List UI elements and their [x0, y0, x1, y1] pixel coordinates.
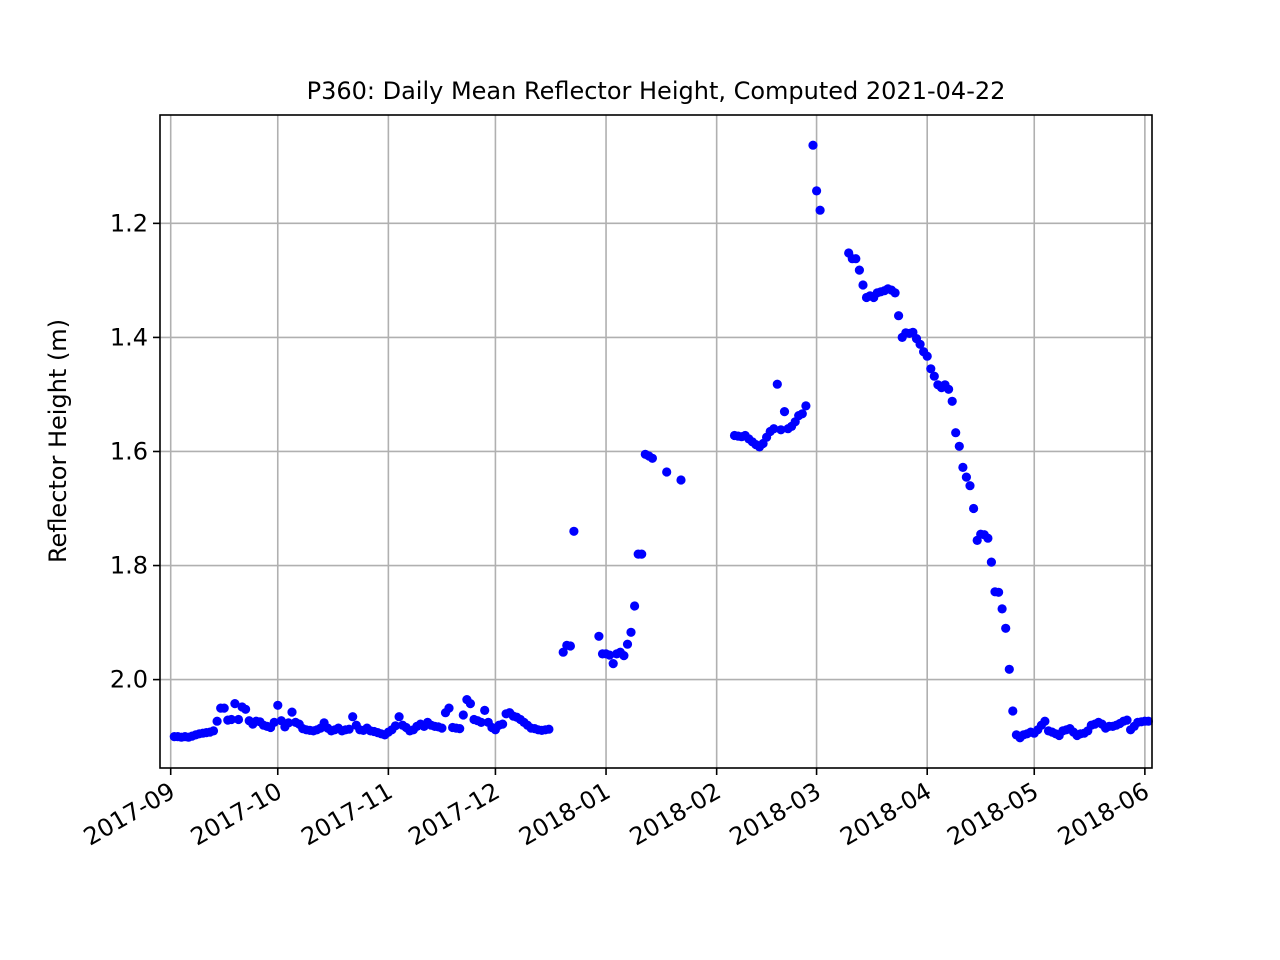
data-point — [233, 714, 244, 725]
data-point — [922, 351, 932, 361]
data-point — [558, 647, 568, 657]
data-point — [769, 424, 779, 434]
data-point — [929, 371, 939, 381]
data-point — [854, 265, 865, 275]
data-point — [444, 703, 454, 713]
data-point — [630, 601, 640, 611]
data-point — [637, 549, 647, 559]
data-point — [1008, 706, 1018, 716]
data-point — [605, 650, 615, 660]
data-point — [812, 186, 822, 196]
data-points — [169, 140, 1153, 743]
data-point — [626, 627, 636, 637]
y-tick-label: 1.2 — [110, 209, 148, 237]
chart-title: P360: Daily Mean Reflector Height, Compu… — [307, 77, 1006, 105]
data-point — [1143, 716, 1153, 726]
data-point — [348, 712, 358, 722]
data-point — [890, 288, 900, 298]
plot-area-frame — [159, 114, 1153, 769]
data-point — [815, 205, 825, 215]
data-point — [676, 475, 686, 485]
data-point — [437, 723, 447, 733]
data-point — [241, 704, 251, 714]
data-point — [954, 441, 964, 451]
data-point — [965, 481, 975, 491]
data-point — [947, 396, 957, 406]
data-point — [390, 721, 401, 731]
data-point — [208, 726, 219, 736]
data-point — [961, 472, 972, 482]
data-point — [801, 401, 811, 411]
data-point — [662, 467, 672, 477]
data-point — [1001, 623, 1011, 633]
data-point — [219, 703, 229, 713]
data-point — [944, 384, 954, 394]
data-point — [1040, 716, 1050, 726]
grid — [160, 115, 1152, 768]
data-point — [622, 639, 633, 649]
data-point — [997, 604, 1007, 614]
data-point — [779, 407, 790, 417]
data-point — [808, 140, 818, 150]
data-point — [212, 716, 222, 726]
data-point — [969, 503, 979, 514]
data-point — [608, 659, 618, 669]
data-point — [465, 699, 475, 709]
data-point — [394, 712, 404, 722]
data-point — [1004, 664, 1014, 674]
data-point — [926, 364, 936, 374]
data-point — [851, 254, 861, 264]
y-axis-ticks: 1.2 1.4 1.6 1.8 2.0 — [110, 209, 160, 694]
data-point — [283, 718, 294, 728]
data-point — [344, 724, 354, 734]
data-point — [498, 719, 508, 729]
data-point — [619, 651, 629, 661]
data-point — [230, 699, 240, 709]
data-point — [455, 724, 465, 734]
y-tick-label: 1.4 — [110, 323, 148, 351]
data-point — [476, 717, 486, 728]
data-point — [647, 453, 658, 463]
data-point — [269, 717, 279, 728]
y-tick-label: 1.6 — [110, 437, 148, 465]
data-point — [797, 409, 807, 419]
data-point — [273, 700, 283, 710]
data-point — [1122, 715, 1132, 725]
data-point — [287, 707, 297, 717]
data-point — [480, 705, 490, 716]
data-point — [986, 557, 997, 567]
data-point — [569, 526, 579, 536]
data-point — [951, 428, 961, 438]
data-point — [458, 710, 468, 720]
data-point — [983, 533, 993, 543]
data-point — [594, 631, 604, 641]
data-point — [915, 339, 925, 349]
data-point — [994, 587, 1004, 597]
data-point — [776, 425, 786, 435]
y-axis-label: Reflector Height (m) — [44, 319, 72, 563]
data-point — [772, 379, 782, 389]
data-point — [544, 724, 554, 734]
data-point — [958, 462, 968, 472]
data-point — [858, 280, 868, 290]
y-tick-label: 2.0 — [110, 666, 148, 694]
data-point — [565, 641, 576, 651]
data-point — [894, 311, 904, 321]
data-point — [226, 714, 236, 725]
y-tick-label: 1.8 — [110, 552, 148, 580]
